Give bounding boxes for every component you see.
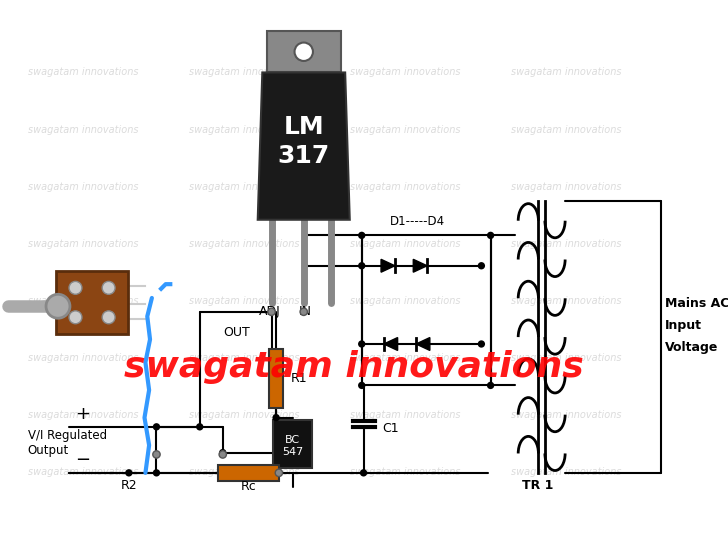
Circle shape (478, 262, 485, 270)
Circle shape (196, 423, 203, 430)
Bar (274, 421, 312, 468)
Text: D1-----D4: D1-----D4 (389, 215, 445, 228)
Text: swagatam innovations: swagatam innovations (28, 239, 138, 249)
Text: swagatam innovations: swagatam innovations (349, 182, 460, 192)
Text: swagatam innovations: swagatam innovations (349, 68, 460, 77)
Text: swagatam innovations: swagatam innovations (28, 182, 138, 192)
Text: swagatam innovations: swagatam innovations (189, 125, 299, 135)
Text: swagatam innovations: swagatam innovations (349, 353, 460, 363)
Text: Rc: Rc (241, 480, 256, 493)
Circle shape (272, 414, 280, 421)
Text: swagatam innovations: swagatam innovations (511, 182, 621, 192)
Text: swagatam innovations: swagatam innovations (189, 353, 299, 363)
Circle shape (153, 423, 160, 430)
Circle shape (487, 232, 494, 239)
Circle shape (478, 340, 485, 348)
Text: swagatam innovations: swagatam innovations (189, 182, 299, 192)
Circle shape (219, 449, 226, 456)
Text: swagatam innovations: swagatam innovations (124, 350, 585, 384)
Bar (56, 271, 128, 334)
Text: swagatam innovations: swagatam innovations (349, 239, 460, 249)
Text: C1: C1 (382, 422, 399, 435)
Text: swagatam innovations: swagatam innovations (511, 467, 621, 477)
Bar (362, 236, 491, 385)
Circle shape (358, 262, 365, 270)
Circle shape (358, 340, 365, 348)
Text: +: + (76, 406, 90, 423)
Text: V/I Regulated
Output: V/I Regulated Output (28, 429, 107, 457)
Text: LM
317: LM 317 (277, 115, 330, 169)
Text: swagatam innovations: swagatam innovations (28, 410, 138, 420)
Text: swagatam innovations: swagatam innovations (511, 353, 621, 363)
Text: R2: R2 (121, 479, 137, 492)
Text: swagatam innovations: swagatam innovations (28, 296, 138, 306)
Text: swagatam innovations: swagatam innovations (511, 296, 621, 306)
Text: swagatam innovations: swagatam innovations (28, 353, 138, 363)
Text: swagatam innovations: swagatam innovations (349, 296, 460, 306)
Text: swagatam innovations: swagatam innovations (28, 467, 138, 477)
Polygon shape (414, 259, 427, 272)
Text: TR 1: TR 1 (522, 479, 553, 492)
Text: OUT: OUT (223, 326, 250, 339)
Circle shape (268, 308, 275, 316)
Text: swagatam innovations: swagatam innovations (511, 239, 621, 249)
Text: swagatam innovations: swagatam innovations (189, 467, 299, 477)
Circle shape (102, 282, 115, 294)
Circle shape (219, 451, 226, 458)
Text: IN: IN (299, 305, 312, 318)
Text: R1: R1 (291, 372, 307, 385)
Bar (218, 464, 279, 481)
Text: swagatam innovations: swagatam innovations (189, 410, 299, 420)
Circle shape (487, 382, 494, 389)
Text: ADJ: ADJ (259, 305, 280, 318)
Polygon shape (384, 338, 397, 350)
Text: swagatam innovations: swagatam innovations (349, 125, 460, 135)
Circle shape (153, 469, 160, 477)
Polygon shape (416, 338, 430, 350)
Circle shape (300, 308, 307, 316)
Circle shape (358, 382, 365, 389)
Text: BC
547: BC 547 (282, 435, 304, 457)
Text: swagatam innovations: swagatam innovations (189, 296, 299, 306)
Text: Mains AC
Input
Voltage: Mains AC Input Voltage (665, 297, 728, 354)
Polygon shape (267, 31, 341, 72)
Text: swagatam innovations: swagatam innovations (511, 125, 621, 135)
Circle shape (46, 294, 70, 318)
Circle shape (360, 469, 367, 477)
Circle shape (153, 451, 160, 458)
Text: swagatam innovations: swagatam innovations (349, 410, 460, 420)
Circle shape (69, 311, 82, 324)
Polygon shape (381, 259, 395, 272)
Circle shape (295, 43, 313, 61)
Circle shape (275, 469, 282, 477)
Circle shape (358, 232, 365, 239)
Circle shape (69, 282, 82, 294)
Bar (269, 349, 283, 408)
Text: swagatam innovations: swagatam innovations (511, 410, 621, 420)
Text: swagatam innovations: swagatam innovations (349, 467, 460, 477)
Text: swagatam innovations: swagatam innovations (28, 68, 138, 77)
Circle shape (102, 311, 115, 324)
Circle shape (125, 469, 132, 477)
Text: swagatam innovations: swagatam innovations (511, 68, 621, 77)
Text: swagatam innovations: swagatam innovations (189, 68, 299, 77)
Text: −: − (76, 451, 90, 469)
Text: swagatam innovations: swagatam innovations (189, 239, 299, 249)
Text: swagatam innovations: swagatam innovations (28, 125, 138, 135)
Polygon shape (258, 72, 349, 220)
